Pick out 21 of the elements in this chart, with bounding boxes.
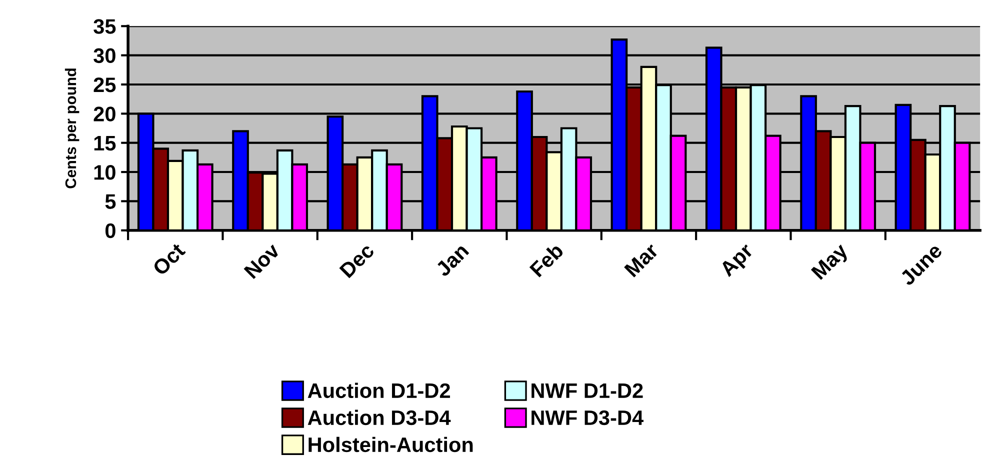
legend-label: Auction D1-D2 [308,382,450,398]
y-tick-label: 20 [94,106,116,122]
y-tick-label: 25 [94,77,116,92]
x-tick-label: Oct [152,242,186,276]
y-tick-label: 5 [105,194,116,209]
y-tick-label: 35 [94,19,116,34]
legend-label: NWF D3-D4 [532,410,644,426]
x-tick-label: Apr [718,242,757,280]
y-tick-label: 0 [105,223,116,238]
x-tick-label: Dec [339,242,376,278]
x-tick-label: Mar [624,242,660,278]
y-tick-label: 15 [94,136,116,151]
y-axis-title: Cents per pound [64,68,80,188]
legend-label: Auction D3-D4 [308,410,451,426]
x-tick-label: Jan [434,242,470,278]
x-tick-label: Feb [528,242,564,278]
y-tick-label: 30 [94,48,116,64]
x-tick-label: Nov [244,242,281,280]
legend-label: Holstein-Auction [308,436,473,452]
legend-label: NWF D1-D2 [532,383,643,398]
y-tick-label: 10 [94,165,116,180]
